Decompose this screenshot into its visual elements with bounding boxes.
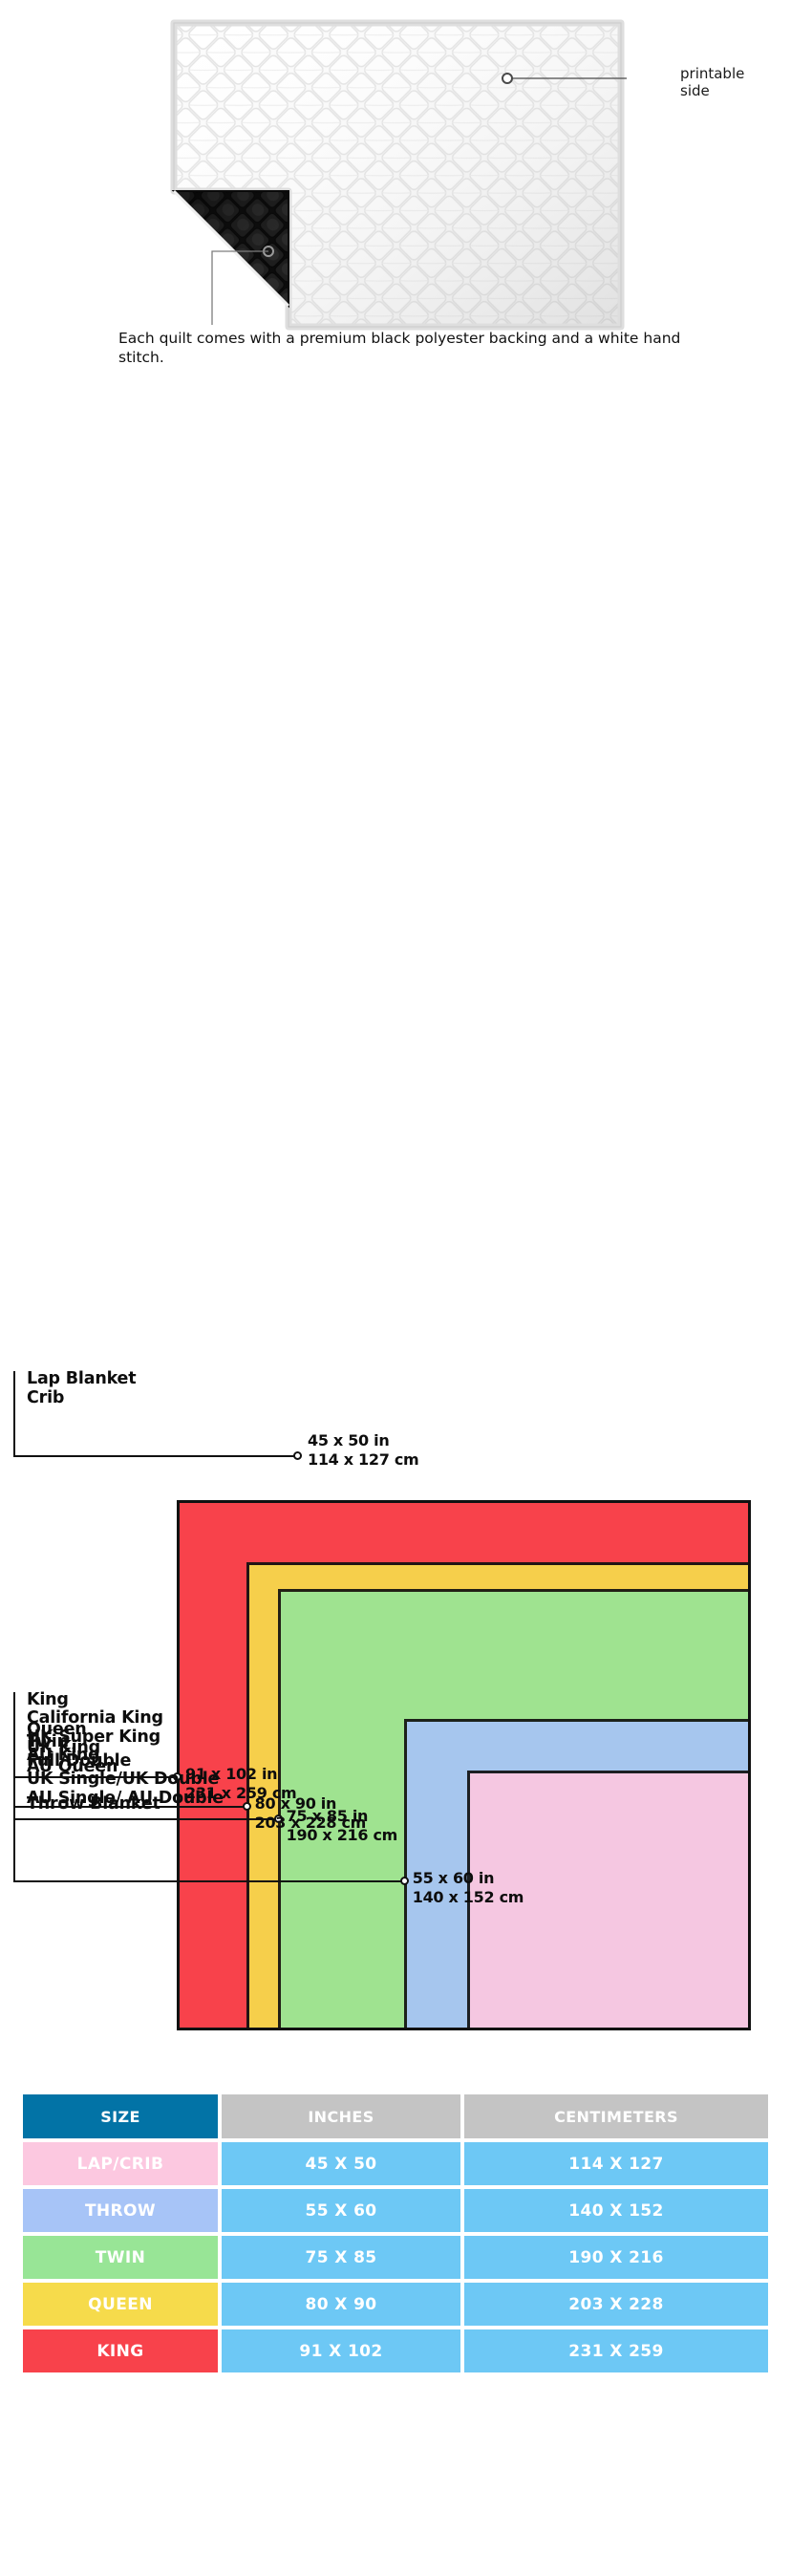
- bracket-king: [13, 1691, 194, 1792]
- table-header-inches: INCHES: [222, 2094, 460, 2138]
- table-row: TWIN 75 X 85 190 X 216: [23, 2236, 768, 2279]
- backing-leader-line: [211, 250, 268, 325]
- size-rect-lap_crib: [466, 1770, 751, 2030]
- table-row: KING 91 X 102 231 X 259: [23, 2329, 768, 2372]
- quilt-photo-section: printable side Each quilt comes with a p…: [0, 0, 791, 401]
- dim-label-king: 91 x 102 in 231 x 259 cm: [185, 1764, 297, 1802]
- table-cell-centimeters: 114 X 127: [464, 2142, 768, 2185]
- quilt-white-face: [174, 23, 621, 327]
- group-label-lap-crib: Lap Blanket Crib: [27, 1369, 137, 1407]
- table-cell-centimeters: 140 X 152: [464, 2189, 768, 2232]
- bracket-lap-crib: [13, 1371, 302, 1460]
- dim-label-throw: 55 x 60 in 140 x 152 cm: [412, 1869, 524, 1907]
- dim-label-lap-crib: 45 x 50 in 114 x 127 cm: [308, 1431, 419, 1469]
- table-cell-centimeters: 231 X 259: [464, 2329, 768, 2372]
- printable-side-dot-icon: [502, 73, 513, 84]
- table-cell-size: TWIN: [23, 2236, 218, 2279]
- table-row: LAP/CRIB 45 X 50 114 X 127: [23, 2142, 768, 2185]
- bracket-throw: [13, 1796, 409, 1886]
- group-label-throw: Throw Blanket: [27, 1794, 160, 1814]
- table-cell-centimeters: 190 X 216: [464, 2236, 768, 2279]
- size-comparison-diagram: Lap Blanket Crib 45 x 50 in 114 x 127 cm…: [0, 401, 791, 2093]
- size-chart-table: SIZE INCHES CENTIMETERS LAP/CRIB 45 X 50…: [23, 2094, 768, 2376]
- printable-side-label: printable side: [680, 65, 745, 99]
- group-label-king: King California King UK Super King AU Ki…: [27, 1689, 163, 1766]
- quilt-illustration: [170, 19, 627, 331]
- table-cell-inches: 80 X 90: [222, 2283, 460, 2326]
- table-row: QUEEN 80 X 90 203 X 228: [23, 2283, 768, 2326]
- table-header-centimeters: CENTIMETERS: [464, 2094, 768, 2138]
- table-header-size: SIZE: [23, 2094, 218, 2138]
- table-cell-inches: 45 X 50: [222, 2142, 460, 2185]
- group-label-twin: Twin Full/Double UK Single/UK Double AU …: [27, 1732, 224, 1808]
- group-label-queen: Queen UK King AU Queen: [27, 1719, 118, 1776]
- backing-caption-text: Each quilt comes with a premium black po…: [118, 330, 681, 366]
- table-row: THROW 55 X 60 140 X 152: [23, 2189, 768, 2232]
- table-cell-inches: 55 X 60: [222, 2189, 460, 2232]
- table-cell-centimeters: 203 X 228: [464, 2283, 768, 2326]
- quilt-white-hand-stitch: [172, 189, 290, 308]
- table-cell-size: KING: [23, 2329, 218, 2372]
- table-cell-size: QUEEN: [23, 2283, 218, 2326]
- table-cell-inches: 91 X 102: [222, 2329, 460, 2372]
- table-header-row: SIZE INCHES CENTIMETERS: [23, 2094, 768, 2138]
- table-cell-inches: 75 X 85: [222, 2236, 460, 2279]
- dim-label-twin: 75 x 85 in 190 x 216 cm: [286, 1807, 398, 1844]
- table-cell-size: THROW: [23, 2189, 218, 2232]
- table-cell-size: LAP/CRIB: [23, 2142, 218, 2185]
- dim-label-queen: 80 x 90 in 203 x 228 cm: [254, 1793, 367, 1832]
